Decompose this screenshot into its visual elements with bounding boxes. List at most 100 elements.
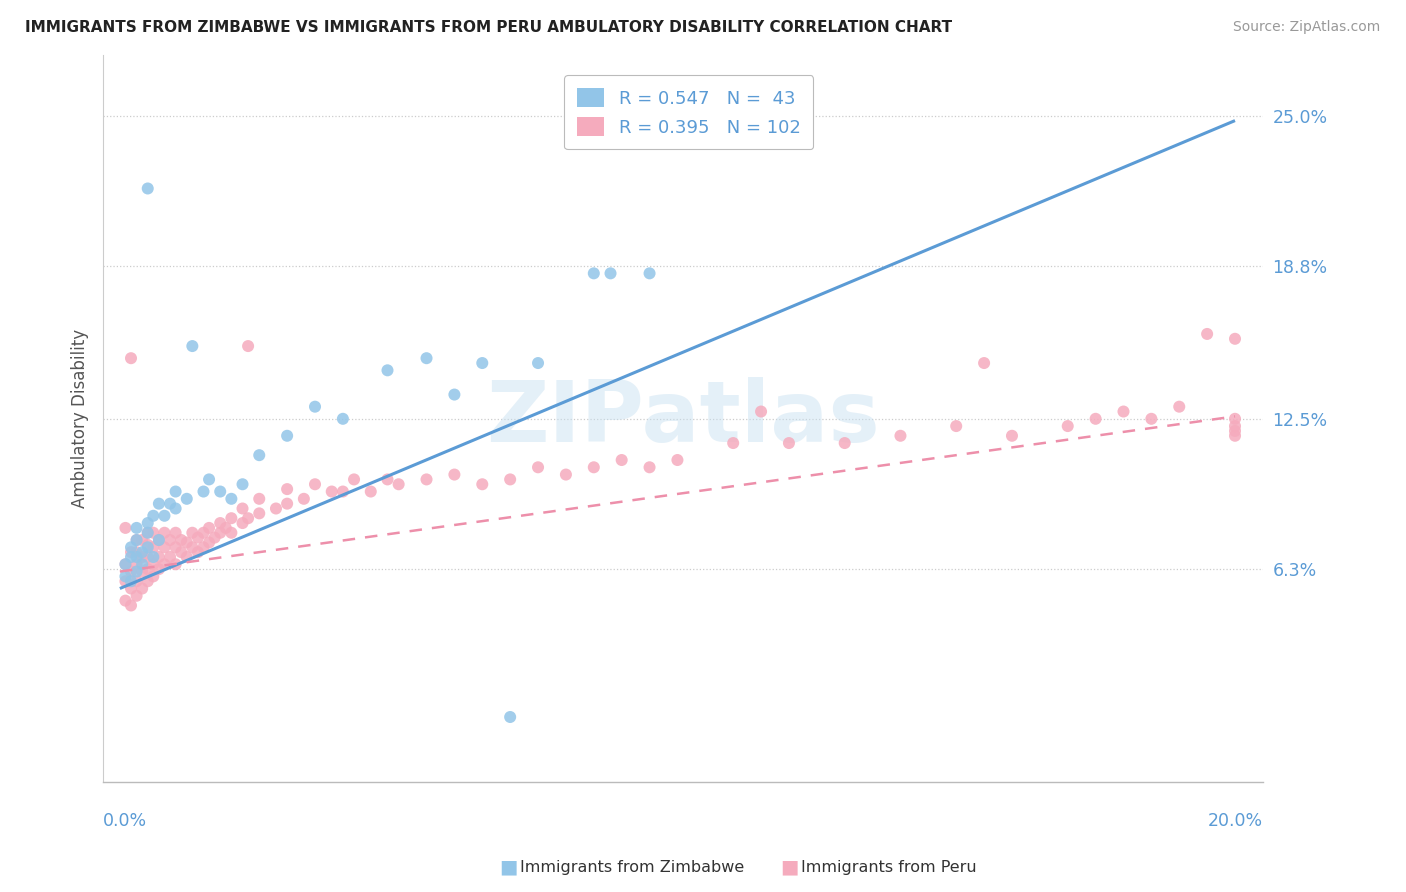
Point (292, 491, 315, 506)
Point (582, 266, 605, 280)
Point (247, 448, 270, 462)
Point (120, 565, 142, 579)
Point (221, 491, 243, 506)
Point (176, 549, 198, 564)
Point (443, 467, 465, 482)
Point (582, 460, 605, 475)
Point (120, 582, 142, 596)
Point (153, 558, 176, 572)
Point (142, 549, 165, 564)
Point (599, 266, 621, 280)
Point (170, 533, 193, 547)
Point (193, 484, 215, 499)
Point (125, 533, 148, 547)
Point (231, 516, 253, 530)
Point (209, 516, 232, 530)
Point (114, 574, 136, 589)
Point (136, 549, 159, 564)
Point (198, 472, 221, 486)
Point (221, 525, 243, 540)
Text: Source: ZipAtlas.com: Source: ZipAtlas.com (1233, 20, 1381, 34)
Point (1197, 326, 1219, 341)
Text: ■: ■ (499, 857, 517, 877)
Point (247, 491, 270, 506)
Point (114, 593, 136, 607)
Point (555, 467, 578, 482)
Point (973, 356, 995, 370)
Point (276, 497, 298, 511)
Point (120, 599, 142, 613)
Point (136, 562, 159, 576)
Point (778, 436, 800, 450)
Text: 20.0%: 20.0% (1208, 812, 1263, 830)
Point (721, 436, 744, 450)
Point (332, 412, 354, 426)
Point (187, 545, 209, 559)
Point (114, 558, 136, 572)
Point (148, 533, 170, 547)
Point (945, 419, 967, 434)
Point (148, 549, 170, 564)
Point (377, 472, 399, 486)
Point (236, 339, 259, 353)
Point (131, 545, 153, 559)
Point (125, 558, 148, 572)
Point (193, 525, 215, 540)
Point (165, 501, 187, 516)
Point (165, 541, 187, 555)
Point (1223, 429, 1246, 443)
Point (120, 541, 142, 555)
Point (1223, 412, 1246, 426)
Point (120, 574, 142, 589)
Text: IMMIGRANTS FROM ZIMBABWE VS IMMIGRANTS FROM PERU AMBULATORY DISABILITY CORRELATI: IMMIGRANTS FROM ZIMBABWE VS IMMIGRANTS F… (25, 20, 952, 35)
Point (276, 429, 298, 443)
Point (247, 507, 270, 521)
Point (153, 508, 176, 523)
Point (165, 525, 187, 540)
Point (187, 531, 209, 545)
Point (666, 453, 689, 467)
Point (170, 545, 193, 559)
Point (221, 511, 243, 525)
Point (148, 533, 170, 547)
Point (114, 558, 136, 572)
Point (136, 525, 159, 540)
Point (136, 516, 159, 530)
Point (1084, 412, 1107, 426)
Point (136, 525, 159, 540)
Text: ■: ■ (780, 857, 799, 877)
Point (209, 484, 232, 499)
Point (125, 565, 148, 579)
Point (125, 521, 148, 535)
Point (165, 484, 187, 499)
Point (360, 484, 382, 499)
Text: 0.0%: 0.0% (103, 812, 148, 830)
Point (276, 482, 298, 496)
Point (231, 477, 253, 491)
Point (332, 484, 354, 499)
Point (415, 351, 437, 366)
Point (125, 549, 148, 564)
Point (471, 477, 494, 491)
Point (136, 541, 159, 555)
Point (193, 541, 215, 555)
Point (136, 538, 159, 552)
Point (204, 531, 226, 545)
Text: Immigrants from Zimbabwe: Immigrants from Zimbabwe (520, 860, 744, 874)
Point (209, 525, 232, 540)
Point (176, 535, 198, 549)
Point (1223, 419, 1246, 434)
Point (471, 356, 494, 370)
Point (499, 710, 522, 724)
Point (215, 521, 238, 535)
Point (114, 569, 136, 583)
Point (343, 472, 366, 486)
Point (1223, 332, 1246, 346)
Point (1056, 419, 1078, 434)
Text: ZIPatlas: ZIPatlas (486, 377, 880, 460)
Point (131, 549, 153, 564)
Point (142, 508, 165, 523)
Point (153, 541, 176, 555)
Point (131, 565, 153, 579)
Point (638, 266, 661, 280)
